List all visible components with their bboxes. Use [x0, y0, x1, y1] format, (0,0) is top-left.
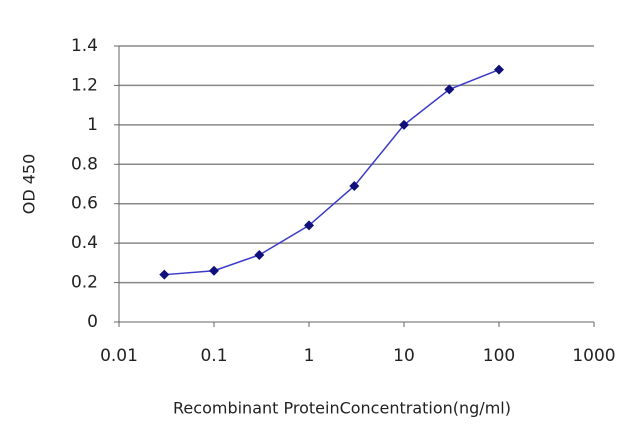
x-tick-label: 10 [393, 346, 415, 366]
point [209, 265, 219, 276]
y-axis-label: OD 450 [20, 154, 39, 215]
point [399, 119, 409, 130]
point [304, 220, 314, 231]
point [349, 180, 360, 191]
y-tick-label: 1.2 [71, 75, 98, 95]
point [159, 269, 170, 280]
x-tick-label: 0.01 [100, 346, 138, 366]
y-tick-label: 0.4 [71, 233, 98, 253]
y-tick-label: 0.6 [71, 194, 98, 214]
point [444, 84, 455, 95]
x-tick-label: 1 [304, 346, 315, 366]
y-tick-label: 0.2 [71, 273, 98, 293]
x-tick-label: 100 [483, 346, 515, 366]
y-tick-label: 1 [87, 115, 98, 135]
point [494, 64, 504, 75]
point [254, 249, 265, 260]
y-tick-label: 0.8 [71, 154, 98, 174]
series-line [164, 68, 500, 276]
y-tick-label: 0 [87, 312, 98, 332]
x-axis-label: Recombinant ProteinConcentration(ng/ml) [173, 399, 511, 418]
x-tick-label: 1000 [572, 346, 615, 366]
x-tick-label: 0.1 [200, 346, 227, 366]
y-tick-label: 1.4 [71, 36, 98, 56]
